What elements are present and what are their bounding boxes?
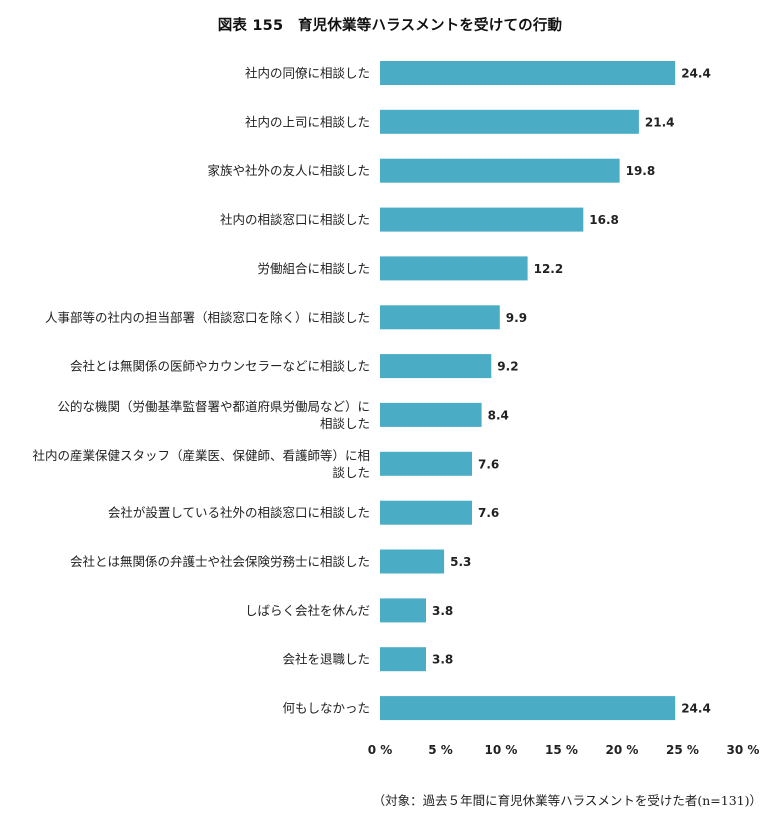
bar-1 [380, 61, 676, 85]
value-label-14: 24.4 [681, 702, 711, 716]
value-label-3: 19.8 [626, 164, 656, 178]
x-axis: 0 % 5 % 10 % 15 % 20 % 25 % 30 % [368, 743, 760, 757]
value-label-1: 24.4 [681, 67, 711, 81]
bar-4 [380, 207, 584, 232]
bar-6 [380, 305, 500, 330]
x-tick-label-25: 25 % [666, 743, 699, 757]
category-label-9-line-2: 談した [332, 465, 370, 480]
value-label-11: 5.3 [450, 555, 471, 569]
value-label-4: 16.8 [589, 213, 619, 227]
value-label-9: 7.6 [478, 457, 499, 471]
footnote: （対象：過去５年間に育児休業等ハラスメントを受けた者(n=131)） [372, 793, 762, 808]
category-label-13: 会社を退職した [282, 652, 370, 667]
category-label-3: 家族や社外の友人に相談した [207, 163, 370, 178]
category-label-9-line-1: 社内の産業保健スタッフ（産業医、保健師、看護師等）に相 [32, 448, 370, 463]
category-label-10: 会社が設置している社外の相談窓口に相談した [108, 505, 370, 520]
x-tick-label-20: 20 % [606, 743, 639, 757]
bar-13 [380, 647, 426, 672]
bar-8 [380, 402, 482, 427]
value-label-8: 8.4 [488, 408, 509, 422]
bar-10 [380, 500, 472, 525]
bar-14 [380, 696, 676, 721]
value-label-2: 21.4 [645, 115, 675, 129]
category-label-7: 会社とは無関係の医師やカウンセラーなどに相談した [70, 359, 370, 374]
value-label-7: 9.2 [497, 360, 518, 374]
chart-title: 図表 155 育児休業等ハラスメントを受けての行動 [217, 18, 563, 34]
category-label-12: しばらく会社を休んだ [245, 603, 370, 618]
bar-2 [380, 109, 639, 134]
category-label-2: 社内の上司に相談した [245, 114, 370, 129]
value-label-5: 12.2 [534, 262, 564, 276]
x-tick-label-0: 0 % [368, 743, 393, 757]
value-label-13: 3.8 [432, 653, 453, 667]
category-label-14: 何もしなかった [282, 701, 370, 716]
bar-11 [380, 549, 445, 574]
value-label-10: 7.6 [478, 506, 499, 520]
x-tick-label-10: 10 % [485, 743, 518, 757]
category-label-5: 労働組合に相談した [257, 261, 370, 276]
bar-3 [380, 158, 620, 183]
x-tick-label-5: 5 % [428, 743, 453, 757]
category-label-4: 社内の相談窓口に相談した [220, 212, 370, 227]
category-label-11: 会社とは無関係の弁護士や社会保険労務士に相談した [70, 554, 370, 569]
bar-5 [380, 256, 528, 281]
category-label-6: 人事部等の社内の担当部署（相談窓口を除く）に相談した [45, 310, 370, 325]
bar-9 [380, 451, 472, 476]
x-tick-label-30: 30 % [727, 743, 760, 757]
bar-7 [380, 354, 492, 379]
bar-12 [380, 598, 426, 623]
bars-layer: 24.4 社内の同僚に相談した 21.4 社内の上司に相談した 19.8 家族や社外の友人… [32, 61, 711, 721]
category-label-8-line-1: 公的な機関（労働基準監督署や都道府県労働局など）に [57, 399, 370, 414]
category-label-1: 社内の同僚に相談した [245, 66, 370, 81]
x-tick-label-15: 15 % [545, 743, 578, 757]
value-label-12: 3.8 [432, 604, 453, 618]
value-label-6: 9.9 [506, 311, 527, 325]
category-label-8-line-2: 相談した [320, 416, 370, 431]
